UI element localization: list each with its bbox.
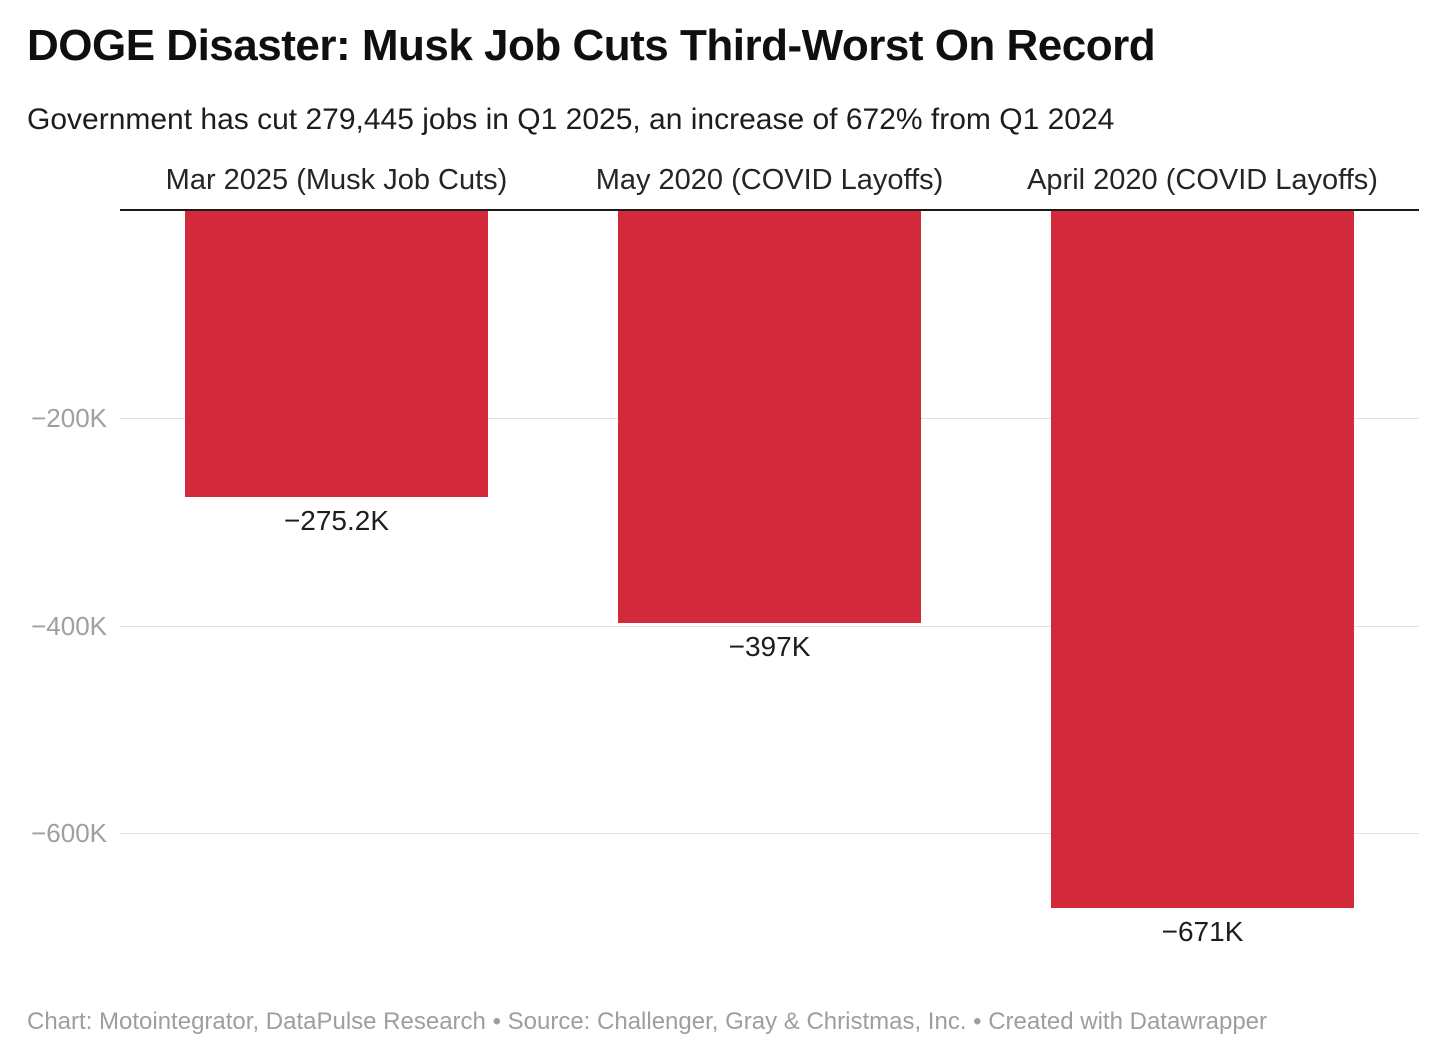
bar-1 [618,211,921,624]
category-label-2: April 2020 (COVID Layoffs) [1027,164,1378,196]
bar-value-label-1: −397K [728,631,811,663]
bar-value-label-0: −275.2K [283,504,390,536]
category-label-1: May 2020 (COVID Layoffs) [595,164,944,196]
chart-footer-credits: Chart: Motointegrator, DataPulse Researc… [27,1008,1268,1035]
zero-baseline [120,209,1419,211]
bar-2 [1051,211,1354,909]
bar-chart-plot-area: −200K −400K −600K Mar 2025 (Musk Job Cuts) M… [0,160,1440,980]
y-gridline--400 [120,625,1419,627]
y-gridline--600 [120,833,1419,835]
category-label-0: Mar 2025 (Musk Job Cuts) [165,164,508,196]
bar-0 [185,211,488,497]
y-axis-tick-label: −200K [31,402,107,433]
chart-subtitle: Government has cut 279,445 jobs in Q1 20… [27,103,1115,136]
bar-value-label-2: −671K [1161,916,1244,948]
y-axis-tick-label: −600K [31,818,107,849]
y-axis-tick-label: −400K [31,610,107,641]
chart-title: DOGE Disaster: Musk Job Cuts Third-Worst… [27,21,1156,70]
